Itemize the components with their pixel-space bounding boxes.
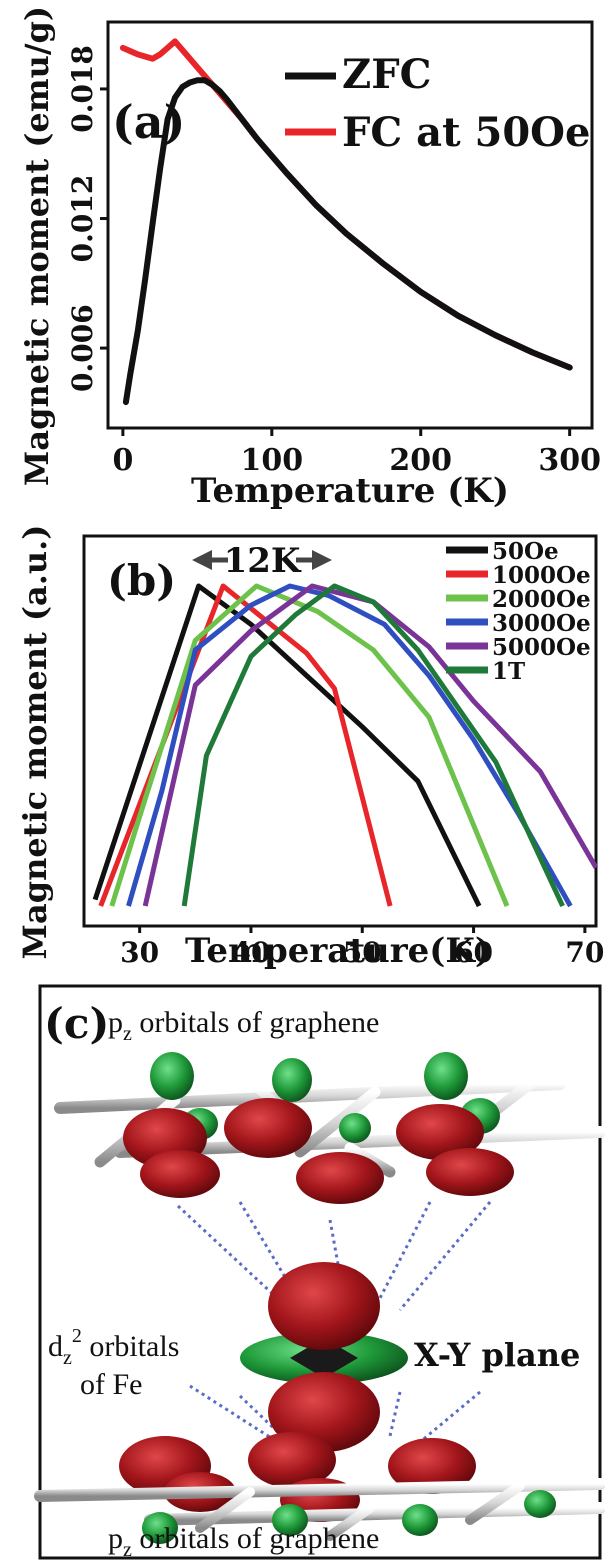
pz-lobe-green bbox=[272, 1504, 308, 1536]
x-axis-label-b: Temperature(K) bbox=[185, 931, 491, 971]
legend-label: 5000Oe bbox=[492, 634, 591, 661]
top-graphene-layer bbox=[54, 1052, 605, 1204]
pz-lobe-green bbox=[424, 1052, 468, 1100]
y-tick-label-a: 0.012 bbox=[66, 175, 99, 263]
y-tick-label-a: 0.018 bbox=[66, 45, 99, 133]
dz2-red-lobe-bottom bbox=[268, 1372, 380, 1452]
pz-lobe-green bbox=[142, 1512, 178, 1544]
x-tick-label-b: 30 bbox=[120, 936, 159, 969]
bottom-graphene-layer bbox=[34, 1432, 605, 1544]
orbital-diagram: (c) pz orbitals of graphene bbox=[34, 984, 605, 1561]
annotation-12k: 12K bbox=[192, 541, 332, 581]
series-line-3000oe bbox=[126, 583, 573, 908]
plot-frame-b bbox=[82, 534, 598, 928]
chart-a: 0.006 0.012 0.018 0 100 200 300 (a) ZFC FC at… bbox=[18, 6, 601, 511]
series-line-1t bbox=[181, 583, 565, 908]
pz-lobe-green bbox=[150, 1052, 194, 1100]
panel-label-c: (c) bbox=[44, 999, 109, 1048]
x-tick-label-a: 100 bbox=[241, 443, 304, 478]
pz-lobe-green bbox=[402, 1504, 438, 1536]
series-line-zfc bbox=[122, 77, 573, 406]
chart-b: 30 40 50 60 70 (b) 12K 50Oe1000Oe2000Oe3000O… bbox=[16, 525, 604, 971]
series-line-1000oe bbox=[98, 583, 393, 907]
arrow-head-left bbox=[192, 550, 212, 570]
x-tick-label-a: 200 bbox=[389, 443, 452, 478]
bottom-caption: pz orbitals of graphene bbox=[108, 1522, 379, 1561]
x-axis-label-a: Temperature (K) bbox=[191, 471, 509, 511]
pz-lobe-red bbox=[140, 1150, 220, 1198]
x-tick-label-b: 60 bbox=[454, 936, 493, 969]
legend-label: 50Oe bbox=[492, 538, 559, 565]
annotation-text: 12K bbox=[224, 541, 302, 581]
pz-lobe-green bbox=[339, 1113, 371, 1143]
panel-label-a: (a) bbox=[112, 95, 185, 149]
dz2-red-lobe-top bbox=[268, 1262, 380, 1350]
x-tick-label-a: 0 bbox=[112, 443, 133, 478]
arrow-head-right bbox=[312, 550, 332, 570]
legend-label-fc: FC at 50Oe bbox=[342, 109, 590, 156]
top-caption: pz orbitals of graphene bbox=[108, 1006, 379, 1045]
pz-lobe-green bbox=[524, 1490, 556, 1518]
legend-label: 2000Oe bbox=[492, 586, 591, 613]
legend-label: 1T bbox=[492, 658, 525, 685]
legend-label-zfc: ZFC bbox=[342, 51, 431, 98]
pz-lobe-red bbox=[388, 1438, 476, 1494]
series-line-2000oe bbox=[109, 583, 510, 907]
plot-frame-a bbox=[106, 20, 594, 430]
x-tick-label-a: 300 bbox=[538, 443, 601, 478]
x-tick-label-b: 40 bbox=[231, 936, 270, 969]
x-tick-label-b: 50 bbox=[343, 936, 382, 969]
y-axis-label-b: Magnetic moment (a.u.) bbox=[16, 525, 54, 960]
diagram-frame bbox=[38, 984, 602, 1560]
pz-lobe-red bbox=[296, 1152, 384, 1204]
legend-label: 3000Oe bbox=[492, 610, 591, 637]
legend-a: ZFC FC at 50Oe bbox=[285, 51, 590, 156]
fe-dz2-orbital bbox=[240, 1262, 408, 1452]
fe-label: dz2 orbitals bbox=[48, 1325, 179, 1369]
fe-label-line2: of Fe bbox=[80, 1368, 143, 1401]
pz-lobe-green bbox=[272, 1058, 312, 1102]
pz-lobe-red bbox=[248, 1432, 336, 1488]
panel-label-b: (b) bbox=[107, 556, 176, 605]
xy-plane-label: X-Y plane bbox=[414, 1336, 580, 1374]
x-tick-label-b: 70 bbox=[565, 936, 604, 969]
y-axis-label-a: Magnetic moment (emu/g) bbox=[18, 6, 56, 486]
pz-lobe-red bbox=[426, 1148, 514, 1196]
series-line-50oe bbox=[92, 583, 482, 908]
pz-lobe-red bbox=[224, 1098, 312, 1158]
y-tick-label-a: 0.006 bbox=[66, 304, 99, 392]
pz-lobe-red bbox=[396, 1104, 484, 1160]
legend-label: 1000Oe bbox=[492, 562, 591, 589]
